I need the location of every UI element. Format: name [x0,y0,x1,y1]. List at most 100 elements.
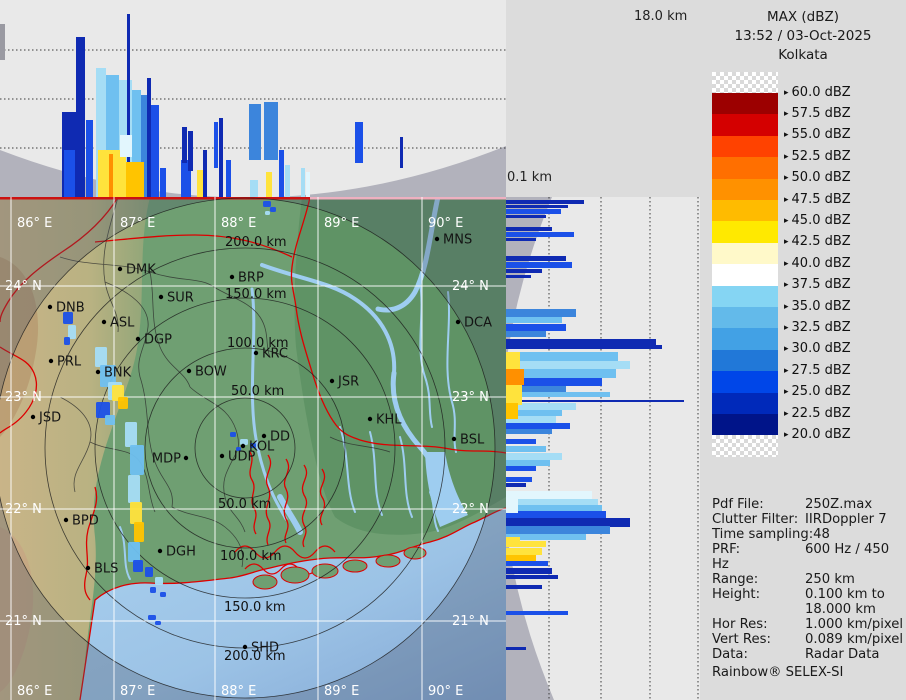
city-dot [253,350,259,356]
legend-entry-label: 30.0 dBZ [791,341,851,357]
city-label: DMK [126,263,156,278]
echo-bar [506,460,550,466]
radar-echo-cell [130,502,142,524]
echo-bar [0,24,5,60]
detail-row: Height: 0.100 km to [712,587,904,602]
legend-entry: ▸ 32.5 dBZ [784,320,851,335]
legend-swatch [712,93,778,115]
legend-swatch [712,414,778,436]
echo-bar [506,309,576,317]
echo-bar [506,483,526,487]
map-labels: 86° E 86° E 87° E 87° E 88° E 88° E 89° E 89° E… [5,216,492,699]
detail-row: Vert Res: 0.089 km/pixel [712,632,904,647]
legend-swatch [712,371,778,393]
legend-entry-label: 37.5 dBZ [791,277,851,293]
detail-value: 250Z.max [805,497,873,512]
city-dot [329,378,335,384]
city-label: KOL [249,440,275,455]
city-label: DGH [166,545,196,560]
legend-entry-label: 50.0 dBZ [791,170,851,186]
echo-bar [249,104,261,160]
city-label: DD [270,430,290,445]
echo-bar [355,122,363,163]
echo-bar [506,403,576,410]
legend-swatch [712,349,778,372]
latitude-label: 21° N [452,614,489,629]
legend-entry-label: 32.5 dBZ [791,319,851,335]
longitude-label: 90° E [428,216,463,231]
echo-bar [506,385,522,405]
legend-swatch [712,71,778,93]
echo-bar [151,105,159,197]
detail-label: PRF: [712,542,741,557]
top-border-line [310,197,506,200]
echo-bar [506,369,616,378]
range-ring-label: 100.0 km [227,336,289,351]
echo-bar [506,215,546,218]
city-dot [451,436,457,442]
echo-bar [506,537,520,547]
echo-bar [506,555,536,561]
echo-bar [279,150,284,197]
radar-echo-cell [155,577,163,585]
latitude-label: 23° N [5,390,42,405]
latitude-label: 24° N [452,279,489,294]
echo-bar [76,37,85,197]
echo-bar [132,90,141,197]
echo-bar [506,256,566,261]
detail-row: Range: 250 km [712,572,904,587]
legend-swatch [712,135,778,158]
product-title: MAX (dBZ) [766,9,840,25]
legend-entry: ▸ 60.0 dBZ [784,85,851,100]
hills-patch [0,257,39,437]
legend-entry: ▸ 40.0 dBZ [784,256,851,271]
city-label: MDP [152,452,181,467]
range-ring-label: 200.0 km [225,235,287,250]
city-label: MNS [443,233,472,248]
echo-bar [160,168,166,197]
radar-echo-cell [230,432,236,437]
legend-entry-label: 47.5 dBZ [791,191,851,207]
legend-tick-arrow-icon: ▸ [784,344,789,355]
detail-value: 48 [813,527,830,542]
radar-echo-cell [263,201,271,207]
right-profile-min-height-label: 0.1 km [507,170,552,185]
city-dot [158,294,164,300]
legend-swatch [712,328,778,350]
echo-bar [96,68,106,197]
echo-bar [506,647,526,650]
city-dot [63,517,69,523]
radar-echo-cell [134,522,144,542]
longitude-label: 87° E [120,684,155,699]
city-label: BRP [238,271,264,286]
echo-bar [506,232,574,237]
echo-bar [506,369,524,385]
longitude-label: 89° E [324,684,359,699]
top-profile-canvas [0,14,506,198]
city-dot [455,319,461,325]
echo-bar [109,154,113,197]
echo-bar [506,541,546,547]
legend-swatch [712,178,778,200]
echo-bar [506,491,592,499]
legend-tick-arrow-icon: ▸ [784,387,789,398]
echo-bar [506,505,602,511]
range-ring-label: 150.0 km [224,600,286,615]
legend-entry-label: 45.0 dBZ [791,212,851,228]
detail-row: Pdf File: 250Z.max [712,497,904,512]
range-ring [94,297,396,599]
beam-blind-zone-arc [0,146,506,198]
echo-bar [506,575,558,579]
echo-bar [506,392,610,397]
product-datetime: 13:52 / 03-Oct-2025 [734,28,872,44]
city-label: BOW [195,365,227,380]
legend-entry: ▸ 25.0 dBZ [784,384,851,399]
echo-bar [506,568,552,574]
detail-row: Hor Res: 1.000 km/pixel [712,617,904,632]
legend-tick-arrow-icon: ▸ [784,87,789,98]
echo-bar [266,172,272,197]
echo-bar [188,131,193,171]
echo-bar [219,118,223,197]
city-label: BSL [460,433,485,448]
